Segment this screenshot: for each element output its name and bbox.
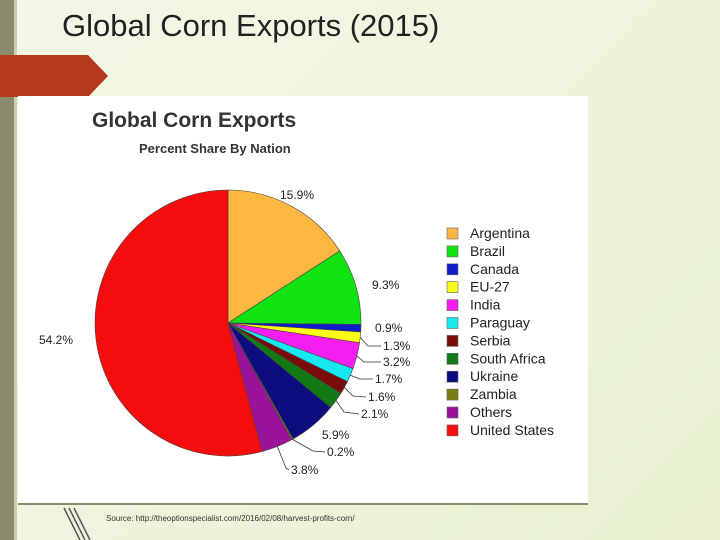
chart-title: Global Corn Exports bbox=[92, 109, 296, 132]
pie-slice-argentina bbox=[227, 189, 341, 324]
source-citation: Source: http://theoptionspecialist.com/2… bbox=[106, 514, 355, 523]
slice-label: 2.1% bbox=[361, 407, 389, 421]
chart-image-panel: Global Corn Exports Percent Share By Nat… bbox=[18, 96, 588, 504]
legend-swatch bbox=[446, 245, 459, 258]
label-leader-line bbox=[335, 400, 360, 415]
legend-swatch bbox=[446, 317, 459, 329]
pie-slice-united-states bbox=[94, 189, 263, 457]
left-accent-bar bbox=[0, 0, 14, 540]
legend-swatch bbox=[446, 299, 459, 311]
slice-label: 0.2% bbox=[327, 445, 355, 459]
label-leader-line bbox=[359, 337, 381, 347]
legend-label: India bbox=[470, 297, 501, 313]
label-leader-line bbox=[350, 374, 373, 380]
legend-label: Zambia bbox=[470, 386, 517, 402]
pie-slice-brazil bbox=[226, 250, 362, 325]
legend-label: United States bbox=[470, 422, 554, 438]
legend-swatch bbox=[446, 424, 459, 437]
baseline-divider bbox=[18, 503, 588, 505]
label-leader-line bbox=[344, 387, 367, 398]
legend-swatch bbox=[446, 335, 459, 347]
slice-label: 1.7% bbox=[375, 372, 403, 386]
legend-swatch bbox=[446, 406, 459, 419]
label-leaders bbox=[276, 337, 381, 471]
slice-label: 1.3% bbox=[383, 339, 411, 353]
left-accent-stripe bbox=[14, 0, 17, 540]
legend-label: Serbia bbox=[470, 332, 511, 348]
slice-label: 5.9% bbox=[322, 428, 350, 442]
decorative-lines bbox=[63, 507, 91, 540]
label-leader-line bbox=[292, 439, 326, 453]
legend-swatch bbox=[446, 352, 459, 365]
legend-label: EU-27 bbox=[470, 279, 510, 295]
legend-label: Brazil bbox=[470, 243, 505, 259]
legend-swatch bbox=[446, 227, 459, 240]
label-leader-line bbox=[356, 355, 381, 363]
chart-subtitle: Percent Share By Nation bbox=[139, 141, 291, 156]
legend-label: South Africa bbox=[470, 350, 546, 366]
legend-label: Paraguay bbox=[470, 315, 530, 331]
legend-swatch bbox=[446, 281, 459, 293]
pie-chart: Global Corn Exports Percent Share By Nat… bbox=[39, 109, 554, 477]
label-leader-line bbox=[276, 446, 290, 471]
slide-title: Global Corn Exports (2015) bbox=[62, 8, 440, 43]
slice-label: 54.2% bbox=[39, 333, 73, 347]
legend-swatch bbox=[446, 370, 459, 383]
slice-label: 1.6% bbox=[368, 390, 396, 404]
accent-arrow-shape bbox=[0, 55, 108, 97]
chart-legend: ArgentinaBrazilCanadaEU-27IndiaParaguayS… bbox=[446, 225, 554, 438]
legend-label: Canada bbox=[470, 261, 519, 277]
legend-label: Others bbox=[470, 404, 512, 420]
slice-label: 3.8% bbox=[291, 463, 319, 477]
legend-swatch bbox=[446, 263, 459, 276]
legend-label: Argentina bbox=[470, 225, 530, 241]
slice-label: 3.2% bbox=[383, 355, 411, 369]
slice-labels: 15.9% 9.3% 0.9% 1.3% 3.2% 1.7% 1.6% 2.1% 5.9% 0.2… bbox=[39, 188, 411, 477]
legend-swatch bbox=[446, 388, 459, 401]
slice-label: 9.3% bbox=[372, 278, 400, 292]
slice-label: 15.9% bbox=[280, 188, 314, 202]
slice-label: 0.9% bbox=[375, 321, 403, 335]
legend-label: Ukraine bbox=[470, 368, 518, 384]
pie-slices bbox=[94, 189, 362, 457]
